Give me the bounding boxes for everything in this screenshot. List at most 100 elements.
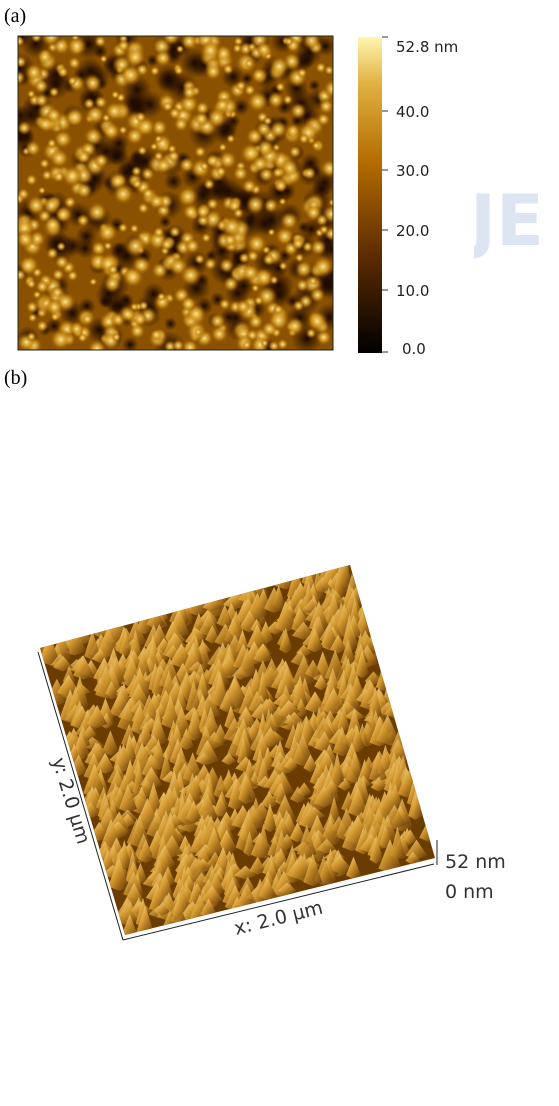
watermark: JE [466, 180, 544, 262]
texture-blob [71, 33, 80, 42]
texture-blob [312, 256, 334, 278]
texture-blob [108, 264, 119, 275]
texture-blob [290, 102, 307, 119]
texture-blob [129, 323, 145, 339]
texture-blob [254, 295, 264, 305]
figure: (a) JE 52.8 nm 40.0 30.0 20.0 10.0 0.0 (… [0, 0, 559, 1106]
texture-blob [280, 158, 299, 177]
colorbar [358, 37, 382, 353]
texture-blob [164, 317, 177, 330]
texture-blob [118, 125, 127, 134]
texture-blob [203, 178, 214, 189]
texture-blob [34, 93, 48, 107]
texture-blob [102, 122, 121, 141]
colorbar-tick-label: 40.0 [396, 103, 429, 121]
texture-blob [89, 278, 98, 287]
texture-blob [154, 135, 162, 143]
texture-blob [76, 214, 89, 227]
texture-blob [204, 258, 217, 271]
texture-blob [318, 98, 334, 114]
texture-blob [167, 144, 177, 154]
texture-blob [126, 127, 144, 145]
texture-blob [31, 31, 42, 42]
texture-blob [288, 145, 302, 159]
texture-blob [76, 150, 91, 165]
texture-blob [220, 566, 235, 597]
texture-blob [97, 222, 118, 243]
texture-blob [154, 151, 164, 161]
texture-blob [303, 167, 317, 181]
texture-blob [55, 255, 70, 270]
texture-blob [285, 316, 304, 335]
texture-blob [17, 188, 30, 201]
z-min-label: 0 nm [445, 881, 494, 903]
texture-blob [295, 253, 305, 263]
texture-blob [122, 266, 144, 288]
texture-blob [298, 133, 309, 144]
texture-blob [138, 301, 148, 311]
texture-blob [293, 300, 305, 312]
texture-blob [222, 63, 234, 75]
texture-blob [242, 179, 257, 194]
texture-blob [277, 550, 297, 583]
texture-blob [86, 201, 108, 223]
texture-blob [83, 98, 95, 110]
texture-blob [157, 292, 166, 301]
texture-blob [205, 153, 220, 168]
colorbar-tick-label: 20.0 [396, 222, 429, 240]
texture-blob [251, 284, 260, 293]
colorbar-max-label: 52.8 nm [396, 38, 458, 56]
texture-blob [57, 66, 69, 78]
texture-blob [25, 174, 37, 186]
texture-blob [103, 275, 121, 293]
texture-blob [50, 329, 72, 351]
texture-blob [235, 80, 246, 91]
texture-blob [221, 216, 242, 237]
texture-blob [310, 287, 326, 303]
texture-blob [12, 71, 26, 85]
texture-blob [160, 238, 174, 252]
texture-blob [150, 329, 162, 341]
texture-blob [56, 242, 66, 252]
texture-blob [180, 296, 196, 312]
texture-blob [174, 66, 184, 76]
texture-blob [256, 41, 272, 57]
texture-blob [315, 214, 328, 227]
texture-blob [28, 313, 38, 323]
texture-blob [267, 228, 275, 236]
texture-blob [118, 223, 128, 233]
texture-blob [204, 63, 222, 81]
texture-blob [36, 320, 49, 333]
texture-blob [203, 570, 222, 603]
texture-blob [333, 539, 346, 569]
texture-blob [39, 158, 50, 169]
texture-blob [168, 107, 181, 120]
texture-blob [122, 337, 139, 354]
texture-blob [174, 578, 197, 609]
texture-blob [262, 253, 275, 266]
texture-blob [194, 146, 206, 158]
texture-blob [184, 238, 200, 254]
texture-blob [111, 90, 120, 99]
texture-blob [68, 56, 81, 69]
texture-blob [16, 230, 35, 249]
texture-blob [119, 305, 137, 323]
texture-blob [91, 241, 107, 257]
texture-blob [219, 258, 235, 274]
texture-blob [312, 141, 320, 149]
texture-blob [162, 27, 180, 45]
texture-blob [112, 333, 121, 342]
texture-blob [104, 101, 124, 121]
texture-blob [154, 49, 172, 67]
texture-blob [320, 159, 339, 178]
texture-blob [261, 339, 269, 347]
colorbar-tick-label: 10.0 [396, 282, 429, 300]
afm-3d-texture [35, 539, 436, 941]
texture-blob [179, 157, 195, 173]
texture-blob [94, 35, 106, 47]
texture-blob [64, 196, 77, 209]
texture-blob [312, 547, 329, 574]
texture-blob [137, 145, 147, 155]
texture-blob [41, 169, 53, 181]
texture-blob [266, 565, 285, 585]
